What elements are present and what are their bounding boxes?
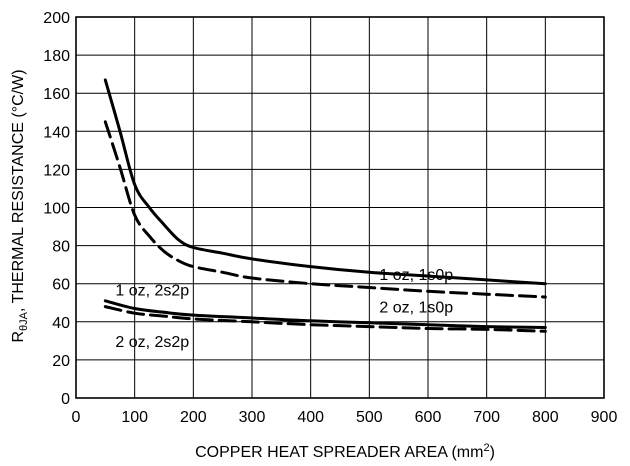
y-tick-label: 180 xyxy=(43,48,70,65)
x-axis-title: COPPER HEAT SPREADER AREA (mm2) xyxy=(195,442,495,461)
y-tick-label: 60 xyxy=(52,277,70,294)
annotation-2-oz-2s2p: 2 oz, 2s2p xyxy=(115,334,189,351)
x-tick-label: 0 xyxy=(72,409,81,426)
annotation-1-oz-2s2p: 1 oz, 2s2p xyxy=(115,282,189,299)
x-axis-title-sup: 2 xyxy=(483,442,489,454)
series-line-2-oz-1s0p xyxy=(103,120,547,299)
x-tick-label: 200 xyxy=(180,409,207,426)
series-line-2-oz-2s2p xyxy=(103,305,547,333)
y-tick-label: 40 xyxy=(52,315,70,332)
series-line-1-oz-1s0p xyxy=(103,78,547,286)
y-tick-label: 80 xyxy=(52,239,70,256)
x-tick-label: 400 xyxy=(297,409,324,426)
plot-frame xyxy=(75,16,605,399)
y-axis-title: RθJA, THERMAL RESISTANCE (°C/W) xyxy=(10,69,30,342)
x-tick-label: 900 xyxy=(591,409,618,426)
x-tick-label: 800 xyxy=(532,409,559,426)
y-tick-labels: 0 20 40 60 80 100 120 140 160 180 200 xyxy=(43,10,70,408)
y-tick-label: 120 xyxy=(43,162,70,179)
y-tick-label: 140 xyxy=(43,124,70,141)
x-tick-label: 300 xyxy=(239,409,266,426)
x-tick-label: 500 xyxy=(356,409,383,426)
y-axis-title-rest: , THERMAL RESISTANCE (°C/W) xyxy=(10,69,27,312)
x-axis-title-main: COPPER HEAT SPREADER AREA (mm xyxy=(195,444,483,461)
series-line-1-oz-2s2p xyxy=(103,299,547,329)
y-tick-label: 0 xyxy=(61,391,70,408)
x-tick-labels: 0 100 200 300 400 500 600 700 800 900 xyxy=(72,409,618,426)
y-tick-label: 160 xyxy=(43,86,70,103)
x-tick-label: 700 xyxy=(473,409,500,426)
grid xyxy=(76,17,604,398)
series-annotations: 1 oz, 1s0p 2 oz, 1s0p 1 oz, 2s2p 2 oz, 2s2p xyxy=(115,267,453,351)
annotation-2-oz-1s0p: 2 oz, 1s0p xyxy=(379,300,453,317)
x-axis-title-end: ) xyxy=(490,444,495,461)
y-tick-label: 200 xyxy=(43,10,70,27)
series-lines xyxy=(103,78,547,333)
x-tick-label: 600 xyxy=(415,409,442,426)
y-axis-title-r: R xyxy=(10,331,27,343)
x-tick-label: 100 xyxy=(121,409,148,426)
y-tick-label: 100 xyxy=(43,201,70,218)
y-tick-label: 20 xyxy=(52,353,70,370)
annotation-1-oz-1s0p: 1 oz, 1s0p xyxy=(379,267,453,284)
y-axis-title-sub: θJA xyxy=(18,311,30,331)
